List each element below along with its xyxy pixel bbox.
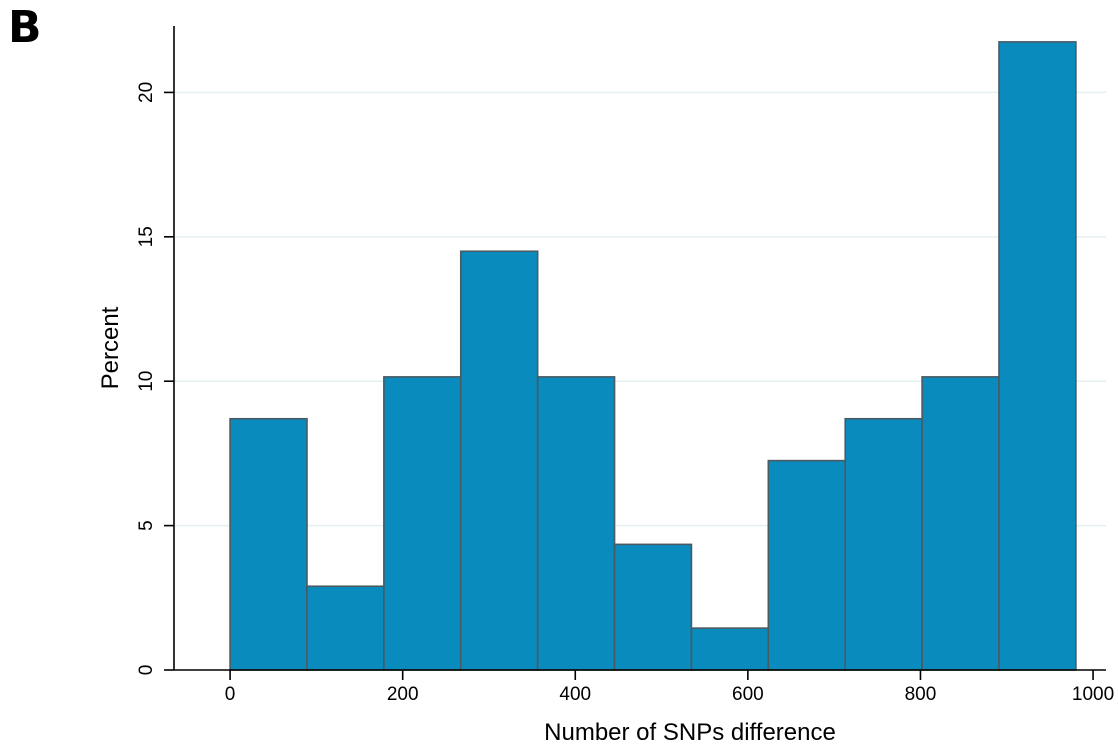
histogram-bar-8 [767, 459, 847, 671]
x-tick-label-200: 200 [387, 684, 419, 705]
histogram-bar-6 [613, 543, 693, 671]
histogram-bar-1 [229, 417, 308, 671]
x-tick-label-800: 800 [905, 684, 937, 705]
y-axis-title: Percent [97, 306, 124, 389]
x-tick-label-0: 0 [225, 684, 236, 705]
histogram-bar-10 [921, 376, 1000, 671]
panel-label: B [8, 2, 42, 53]
y-tick-label-10: 10 [136, 371, 157, 392]
histogram-bar-2 [306, 585, 385, 671]
y-tick-label-20: 20 [136, 82, 157, 103]
histogram-bar-11 [998, 41, 1077, 671]
x-tick-label-400: 400 [559, 684, 591, 705]
histogram-bar-4 [459, 250, 539, 671]
bars-layer [229, 41, 1077, 671]
histogram-bar-7 [690, 627, 770, 671]
histogram-bar-9 [844, 417, 923, 671]
histogram-bar-5 [536, 376, 616, 671]
x-tick-label-600: 600 [732, 684, 764, 705]
x-axis-title: Number of SNPs difference [544, 719, 836, 746]
x-axis-ticks: 0 200 400 600 800 1000 [225, 670, 1114, 705]
y-tick-label-15: 15 [136, 226, 157, 247]
histogram-bar-3 [383, 376, 462, 671]
y-tick-label-0: 0 [136, 665, 157, 676]
y-axis-ticks: 0 5 10 15 20 [136, 82, 174, 675]
y-tick-label-5: 5 [136, 520, 157, 531]
x-tick-label-1000: 1000 [1072, 684, 1114, 705]
